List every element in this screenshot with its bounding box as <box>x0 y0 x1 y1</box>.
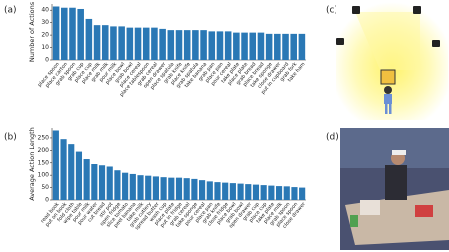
bar <box>265 33 273 60</box>
bar <box>60 139 67 200</box>
bar <box>214 182 221 200</box>
bar <box>200 30 207 60</box>
bar <box>68 144 75 200</box>
stage-illustration <box>336 2 448 120</box>
bar <box>216 31 224 60</box>
panel-label: (b) <box>4 133 17 143</box>
bar <box>291 187 298 200</box>
y-axis-title: Average Action Length <box>28 127 36 201</box>
panel-label: (a) <box>4 6 17 16</box>
bar <box>167 30 175 60</box>
bar <box>222 182 229 200</box>
bar <box>260 185 267 200</box>
bar <box>252 184 260 200</box>
bar <box>245 184 252 200</box>
bar <box>168 177 175 200</box>
bar <box>233 32 240 60</box>
bar <box>118 26 125 60</box>
bar <box>229 183 236 200</box>
y-tick-label: 100 <box>38 172 50 179</box>
bar <box>192 30 199 60</box>
y-tick-label: 250 <box>38 134 50 141</box>
bar <box>160 177 167 200</box>
bar <box>77 8 84 61</box>
bar <box>61 7 68 60</box>
bar <box>275 186 283 200</box>
bar <box>83 159 90 200</box>
bar <box>268 185 275 200</box>
bar <box>52 6 60 61</box>
bar <box>224 31 232 60</box>
bar <box>249 32 257 60</box>
bar <box>175 177 183 200</box>
y-tick-label: 10 <box>41 44 49 51</box>
bar <box>110 26 117 60</box>
bar <box>93 25 101 60</box>
y-tick-label: 0 <box>45 57 49 64</box>
panel-label: (d) <box>326 133 339 143</box>
bar <box>191 178 198 200</box>
bar <box>298 33 306 60</box>
capture-photo <box>340 128 449 250</box>
y-tick-label: 50 <box>41 184 49 191</box>
bar <box>122 172 129 200</box>
bar <box>114 170 121 200</box>
bar <box>257 32 265 60</box>
bar <box>101 25 109 60</box>
y-tick-label: 150 <box>38 159 50 166</box>
bar <box>206 181 213 200</box>
bar <box>282 33 289 60</box>
bar <box>75 151 83 200</box>
bar <box>137 175 144 200</box>
bar <box>183 178 190 200</box>
bar <box>283 186 290 200</box>
panel-label: (c) <box>326 6 338 16</box>
bar <box>106 166 113 200</box>
bar <box>151 27 158 60</box>
y-tick-label: 0 <box>45 197 49 204</box>
y-tick-label: 20 <box>41 32 49 39</box>
bar <box>142 27 150 60</box>
bar <box>134 27 142 60</box>
bar <box>91 164 98 200</box>
bar <box>199 180 206 200</box>
bar <box>152 176 159 200</box>
bar <box>52 130 59 200</box>
y-tick-label: 40 <box>41 7 49 14</box>
bar <box>126 27 134 60</box>
bar <box>274 33 281 60</box>
bar <box>98 165 106 200</box>
y-axis-title: Number of Actions <box>28 1 36 62</box>
bar <box>237 183 244 200</box>
bar <box>85 18 93 60</box>
bar <box>175 30 183 60</box>
bar <box>290 33 297 60</box>
bar <box>208 31 216 60</box>
bar <box>129 173 136 200</box>
bar <box>159 28 166 60</box>
y-tick-label: 200 <box>38 147 50 154</box>
bar <box>299 187 306 200</box>
bar <box>241 32 248 60</box>
bar <box>183 30 191 60</box>
y-tick-label: 30 <box>41 19 49 26</box>
bar <box>145 175 152 200</box>
bar <box>69 7 76 60</box>
